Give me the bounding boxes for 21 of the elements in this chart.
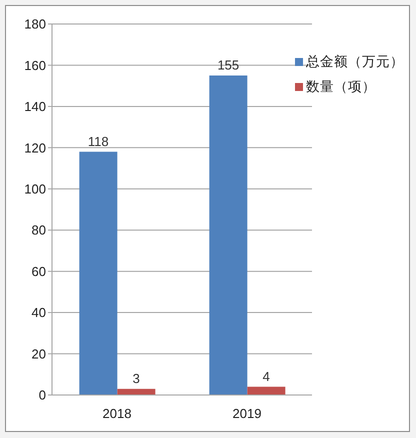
- y-tick-label: 60: [32, 264, 46, 279]
- y-tick-label: 120: [24, 140, 46, 156]
- data-label: 155: [217, 58, 240, 73]
- y-tick-label: 80: [32, 222, 46, 238]
- bar: [79, 152, 118, 395]
- y-tick-label: 140: [24, 99, 46, 114]
- data-label: 4: [262, 368, 270, 384]
- y-tick-label: 0: [38, 388, 46, 403]
- y-tick-label: 100: [24, 182, 46, 197]
- bar: [247, 386, 286, 395]
- y-tick-label: 160: [24, 58, 46, 73]
- x-tick-label: 2018: [102, 406, 132, 422]
- bar: [209, 76, 248, 395]
- y-tick-label: 20: [32, 346, 46, 362]
- x-tick-label: 2019: [232, 406, 262, 422]
- y-tick-label: 40: [32, 305, 46, 320]
- legend-label: 总金额（万元）: [306, 53, 404, 71]
- legend-label: 数量（项）: [306, 78, 376, 96]
- data-label: 118: [88, 134, 109, 149]
- data-label: 3: [132, 370, 140, 386]
- y-tick-label: 180: [24, 16, 46, 32]
